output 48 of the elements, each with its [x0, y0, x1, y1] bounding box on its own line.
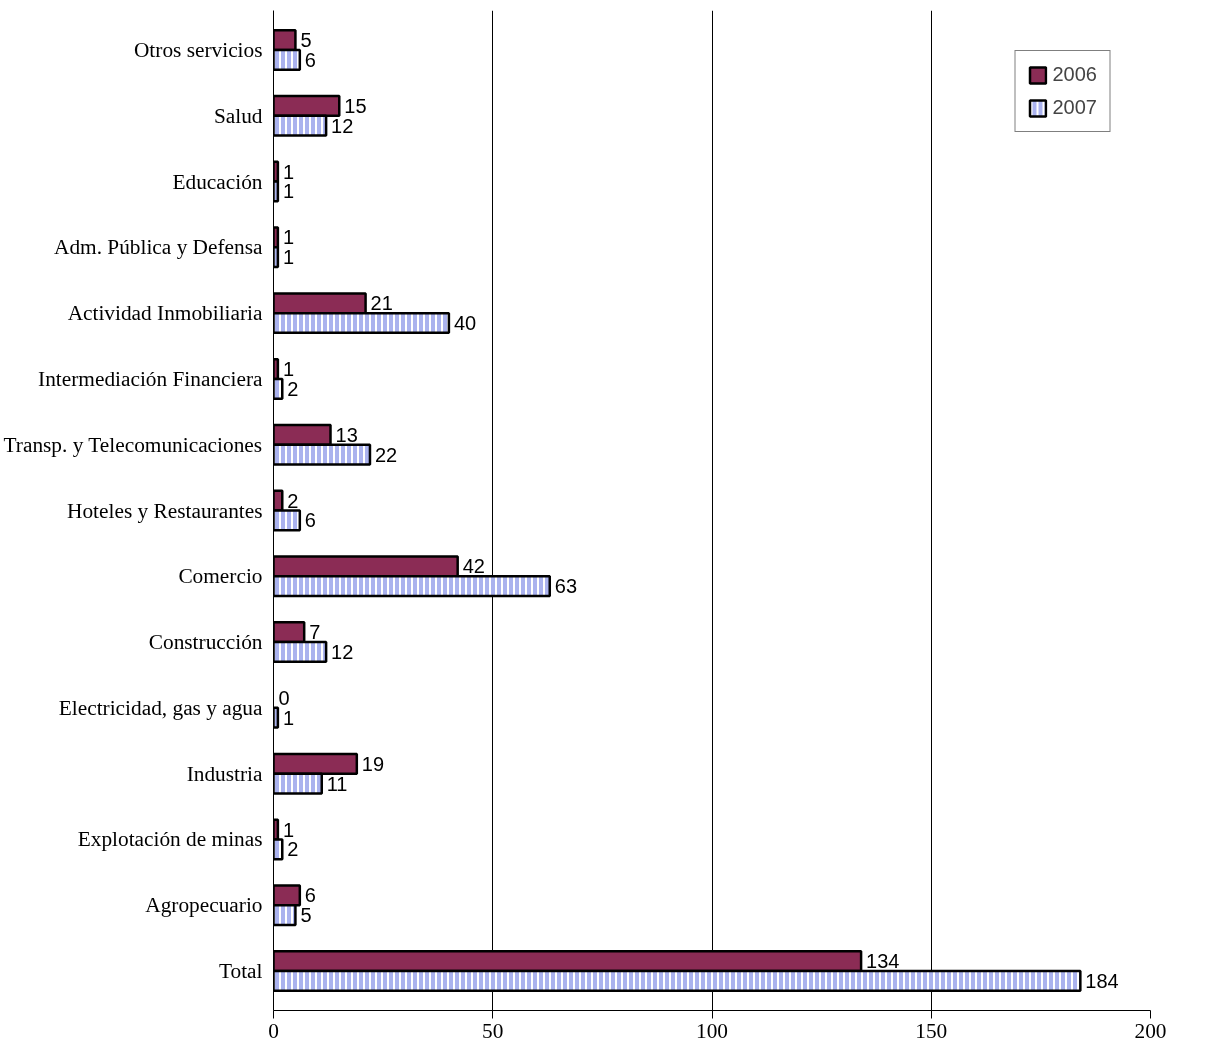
x-tick-label: 200: [1134, 1018, 1167, 1043]
x-tick-label: 0: [268, 1018, 279, 1043]
y-tick-label: Agropecuario: [145, 893, 263, 918]
data-label: 19: [361, 752, 385, 775]
data-label: 1: [282, 160, 295, 183]
y-tick-label: Electricidad, gas y agua: [58, 695, 264, 720]
data-label: 7: [309, 621, 321, 644]
y-tick-label: Comercio: [178, 564, 263, 589]
y-tick-label: Intermediación Financiera: [38, 366, 264, 391]
data-label: 5: [300, 904, 312, 927]
y-tick-label: Construcción: [148, 630, 263, 655]
data-label: 15: [344, 94, 367, 117]
data-label: 0: [278, 687, 290, 709]
data-label: 21: [370, 292, 393, 315]
x-tick-label: 100: [696, 1018, 728, 1043]
data-label: 6: [304, 509, 316, 532]
legend-label: 2007: [1052, 96, 1097, 119]
data-label: 13: [335, 423, 358, 446]
y-tick-label: Salud: [213, 103, 263, 128]
data-label: 42: [462, 555, 485, 578]
data-label: 1: [282, 818, 295, 841]
data-label: 22: [374, 443, 398, 466]
data-label: 12: [331, 640, 354, 663]
data-label: 134: [866, 950, 900, 973]
data-label: 2: [287, 838, 299, 861]
y-tick-label: Actividad Inmobiliaria: [67, 301, 264, 326]
legend-label: 2006: [1052, 63, 1097, 86]
data-label: 1: [282, 226, 295, 249]
x-tick-label: 50: [482, 1018, 504, 1043]
x-tick-label: 150: [915, 1018, 948, 1043]
data-label: 11: [326, 772, 348, 795]
y-tick-label: Educación: [172, 169, 263, 194]
data-label: 1: [282, 706, 295, 729]
data-label: 40: [453, 312, 477, 334]
data-label: 1: [282, 246, 295, 269]
y-tick-label: Transp. y Telecomunicaciones: [3, 432, 263, 457]
y-tick-label: Adm. Pública y Defensa: [54, 235, 264, 260]
y-tick-label: Hoteles y Restaurantes: [67, 498, 263, 523]
y-tick-label: Total: [218, 959, 263, 984]
y-tick-label: Industria: [186, 761, 264, 786]
data-label: 1: [282, 180, 295, 203]
y-tick-label: Explotación de minas: [77, 827, 263, 852]
data-label: 63: [554, 575, 578, 598]
data-label: 184: [1085, 969, 1119, 992]
data-label: 2: [287, 489, 299, 512]
y-tick-label: Otros servicios: [133, 37, 263, 62]
data-label: 12: [331, 114, 354, 137]
data-label: 6: [304, 884, 316, 907]
